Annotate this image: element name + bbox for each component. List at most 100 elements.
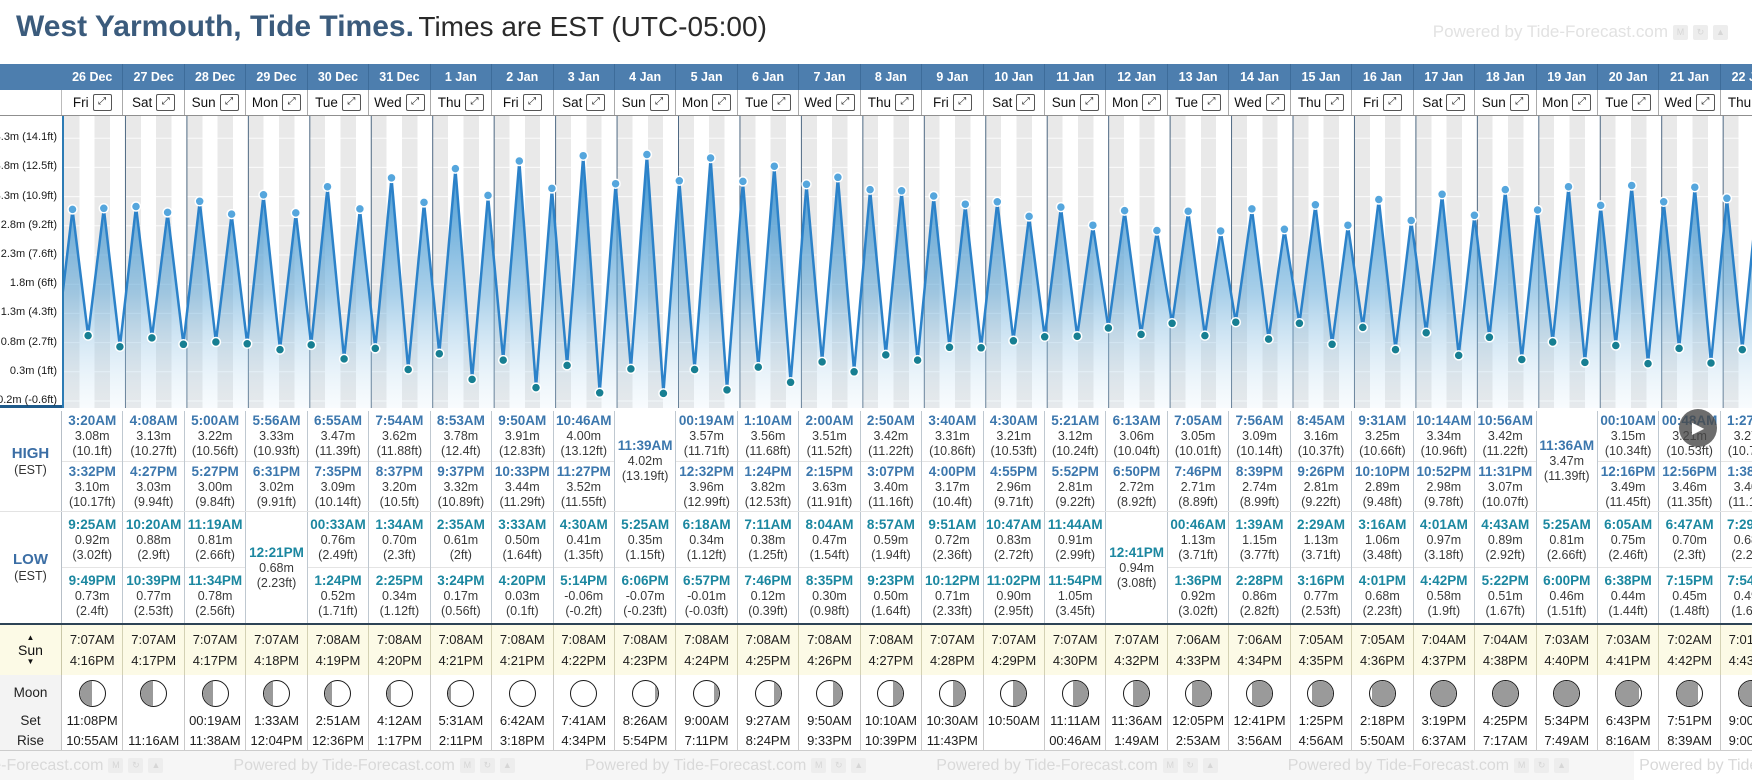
expand-day-button[interactable]: ⤢ (1382, 94, 1402, 111)
high-tide-point (546, 183, 558, 194)
tide-event: 7:46PM 2.71m (8.89ft) (1168, 462, 1228, 511)
tide-event: 5:14PM -0.06m (-0.2ft) (554, 568, 614, 623)
expand-day-button[interactable]: ⤢ (1265, 94, 1285, 111)
expand-day-button[interactable]: ⤢ (405, 94, 425, 111)
sun-cell: 7:07AM 4:16PM (62, 625, 124, 675)
expand-day-button[interactable]: ⤢ (282, 94, 302, 111)
tide-height-ft: (2.92ft) (1485, 547, 1526, 562)
tide-height-m: 1.05m (1057, 588, 1093, 603)
day-label: Fri (1363, 95, 1379, 110)
sunrise-time: 7:02AM (1667, 632, 1712, 647)
sunset-time: 4:34PM (1237, 653, 1282, 668)
high-tide-point (1721, 193, 1733, 204)
moon-set-time: 3:19PM (1421, 713, 1467, 728)
expand-day-button[interactable]: ⤢ (1079, 94, 1099, 111)
day-label: Thu (1297, 95, 1322, 110)
expand-day-button[interactable]: ⤢ (952, 94, 972, 111)
low-tide-cell: 3:16AM 1.06m (3.48ft) 4:01PM 0.68m (2.23ft) (1352, 512, 1414, 623)
tide-height-m: 3.62m (382, 429, 417, 443)
moon-cell: 7:51PM 8:39AM (1659, 675, 1721, 750)
expand-day-button[interactable]: ⤢ (219, 94, 239, 111)
tide-event: 7:46PM 0.12m (0.39ft) (738, 568, 798, 623)
expand-day-button[interactable]: ⤢ (1632, 94, 1652, 111)
tide-height-m: 3.49m (1610, 480, 1646, 494)
tide-event: 1:24PM 0.52m (1.71ft) (308, 568, 368, 623)
day-label: Wed (374, 95, 402, 110)
tide-height-ft: (0.39ft) (748, 603, 788, 618)
tide-event: 12:41PM 0.94m (3.08ft) (1106, 512, 1166, 623)
tide-time: 00:10AM (1600, 413, 1656, 428)
tide-event: 10:47AM 0.83m (2.72ft) (983, 512, 1044, 568)
moon-cell: 6:43PM 8:16AM (1598, 675, 1660, 750)
expand-day-button[interactable]: ⤢ (649, 94, 669, 111)
tide-time: 00:33AM (310, 516, 366, 532)
expand-day-button[interactable]: ⤢ (1201, 94, 1221, 111)
high-tide-cell: 8:45AM 3.16m (10.37ft) 9:26PM 2.81m (9.22ft) (1290, 411, 1353, 511)
expand-day-button[interactable]: ⤢ (835, 94, 855, 111)
low-tide-point (1642, 358, 1654, 369)
low-tide-cell: 00:46AM 1.13m (3.71ft) 1:36PM 0.92m (3.02ft) (1167, 512, 1230, 623)
expand-day-button[interactable]: ⤢ (341, 94, 361, 111)
expand-day-button[interactable]: ⤢ (1695, 94, 1715, 111)
day-cell: Mon ⤢ (246, 90, 308, 115)
moon-icon-wrap (1229, 675, 1289, 711)
expand-day-button[interactable]: ⤢ (1572, 94, 1592, 111)
high-tide-point (1342, 219, 1354, 231)
date-cell: 3 Jan (553, 64, 615, 90)
expand-day-button[interactable]: ⤢ (92, 94, 112, 111)
tide-height-m: 3.13m (136, 429, 172, 443)
expand-day-button[interactable]: ⤢ (1446, 94, 1466, 111)
expand-day-button[interactable]: ⤢ (1509, 94, 1529, 111)
date-cell: 1 Jan (430, 64, 493, 90)
expand-day-button[interactable]: ⤢ (712, 94, 732, 111)
high-est-label: (EST) (14, 462, 47, 477)
moon-phase-icon (1184, 679, 1212, 707)
expand-day-button[interactable]: ⤢ (586, 94, 606, 111)
tide-time: 1:36PM (1174, 572, 1222, 588)
watermark-badge-icon: ▲ (148, 758, 164, 773)
moon-rise-time: 11:38AM (189, 733, 241, 748)
tide-event: 4:00PM 3.17m (10.4ft) (922, 462, 982, 511)
sunset-time: 4:18PM (254, 653, 299, 668)
tide-time: 9:50AM (498, 413, 547, 428)
moon-cell: 10:30AM 11:43PM (922, 675, 984, 750)
footer-watermark: Powered by Tide-Forecast.com M ↻ ▲ (585, 757, 867, 775)
sun-cell: 7:07AM 4:32PM (1106, 625, 1168, 675)
moon-shadow (264, 680, 273, 706)
tide-event: 10:33PM 3.44m (11.29ft) (492, 462, 552, 511)
tide-time: 10:10PM (1355, 464, 1410, 479)
expand-day-button[interactable]: ⤢ (464, 94, 484, 111)
tide-height-ft: (1.64ft) (502, 547, 543, 562)
expand-day-button[interactable]: ⤢ (522, 94, 542, 111)
moon-shadow (1738, 680, 1752, 706)
sunrise-time: 7:05AM (1298, 632, 1344, 647)
expand-day-button[interactable]: ⤢ (1142, 94, 1162, 111)
low-tide-point (1705, 357, 1717, 369)
moon-shadow (1072, 680, 1088, 706)
tide-time: 12:16PM (1600, 464, 1656, 479)
expand-day-button[interactable]: ⤢ (156, 94, 176, 111)
expand-day-button[interactable]: ⤢ (1325, 94, 1345, 111)
tide-height-ft: (1.64ft) (871, 603, 911, 618)
tide-event: 9:51AM 0.72m (2.36ft) (922, 512, 983, 568)
moon-rise-time: 8:16AM (1605, 733, 1651, 748)
scroll-right-button[interactable]: ▶ (1679, 409, 1717, 447)
date-cell: 20 Jan (1597, 64, 1660, 90)
date-cell: 29 Dec (246, 64, 308, 90)
tide-time: 4:20PM (498, 572, 546, 588)
tide-height-ft: (11.88ft) (376, 444, 423, 458)
tide-event: 1:34AM 0.70m (2.3ft) (369, 512, 430, 568)
sun-cell: 7:01AM 4:43PM (1720, 625, 1752, 675)
low-tide-point (146, 332, 158, 344)
sunrise-time: 7:08AM (684, 632, 729, 647)
tide-height-ft: (3.18ft) (1424, 547, 1464, 562)
expand-day-button[interactable]: ⤢ (895, 94, 915, 111)
tide-height-m: 3.82m (750, 480, 786, 494)
moon-cell: 5:31AM 2:11PM (431, 675, 493, 750)
tide-height-m: 3.05m (1180, 429, 1216, 443)
moon-shadow (892, 680, 904, 706)
tide-time: 3:16AM (1358, 516, 1407, 532)
expand-day-button[interactable]: ⤢ (771, 94, 791, 111)
expand-day-button[interactable]: ⤢ (1016, 94, 1036, 111)
tide-height-ft: (2.46ft) (1608, 547, 1648, 562)
